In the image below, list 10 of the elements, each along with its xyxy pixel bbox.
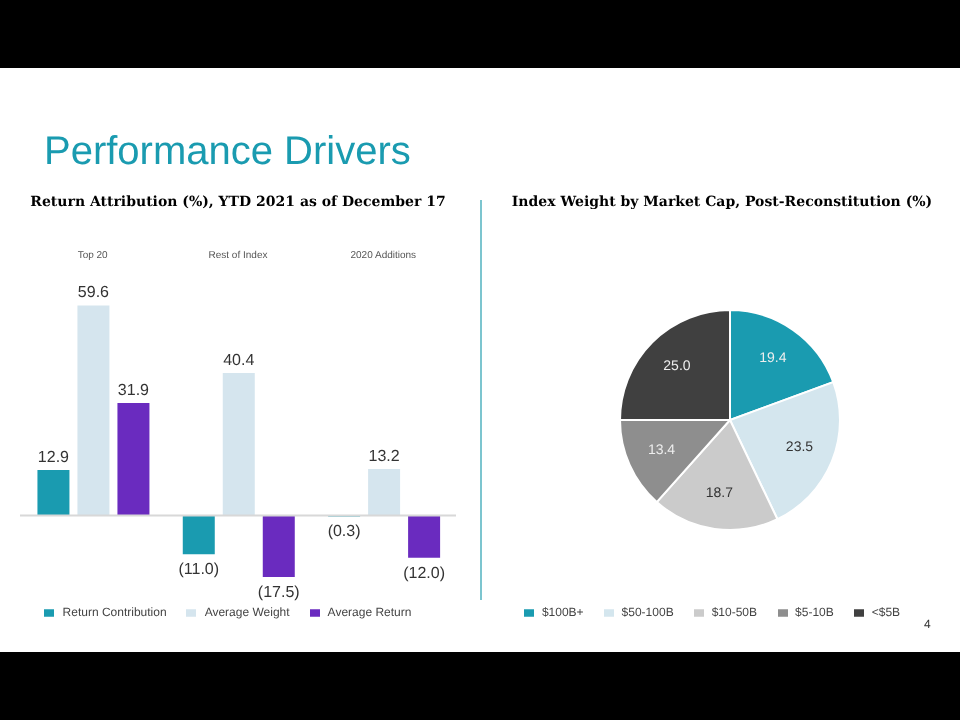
text: Performance Drivers [44, 128, 411, 176]
data-label: 12.9 [37, 447, 71, 466]
data-label: (12.0) [403, 563, 446, 582]
data-label: 59.6 [77, 283, 111, 302]
data-label: 13.2 [368, 446, 401, 465]
data-label: 40.4 [223, 351, 256, 370]
data-label: 31.9 [117, 381, 151, 400]
data-label: (0.3) [327, 522, 362, 541]
data-label: (11.0) [178, 560, 220, 579]
data-label: (17.5) [257, 583, 301, 602]
